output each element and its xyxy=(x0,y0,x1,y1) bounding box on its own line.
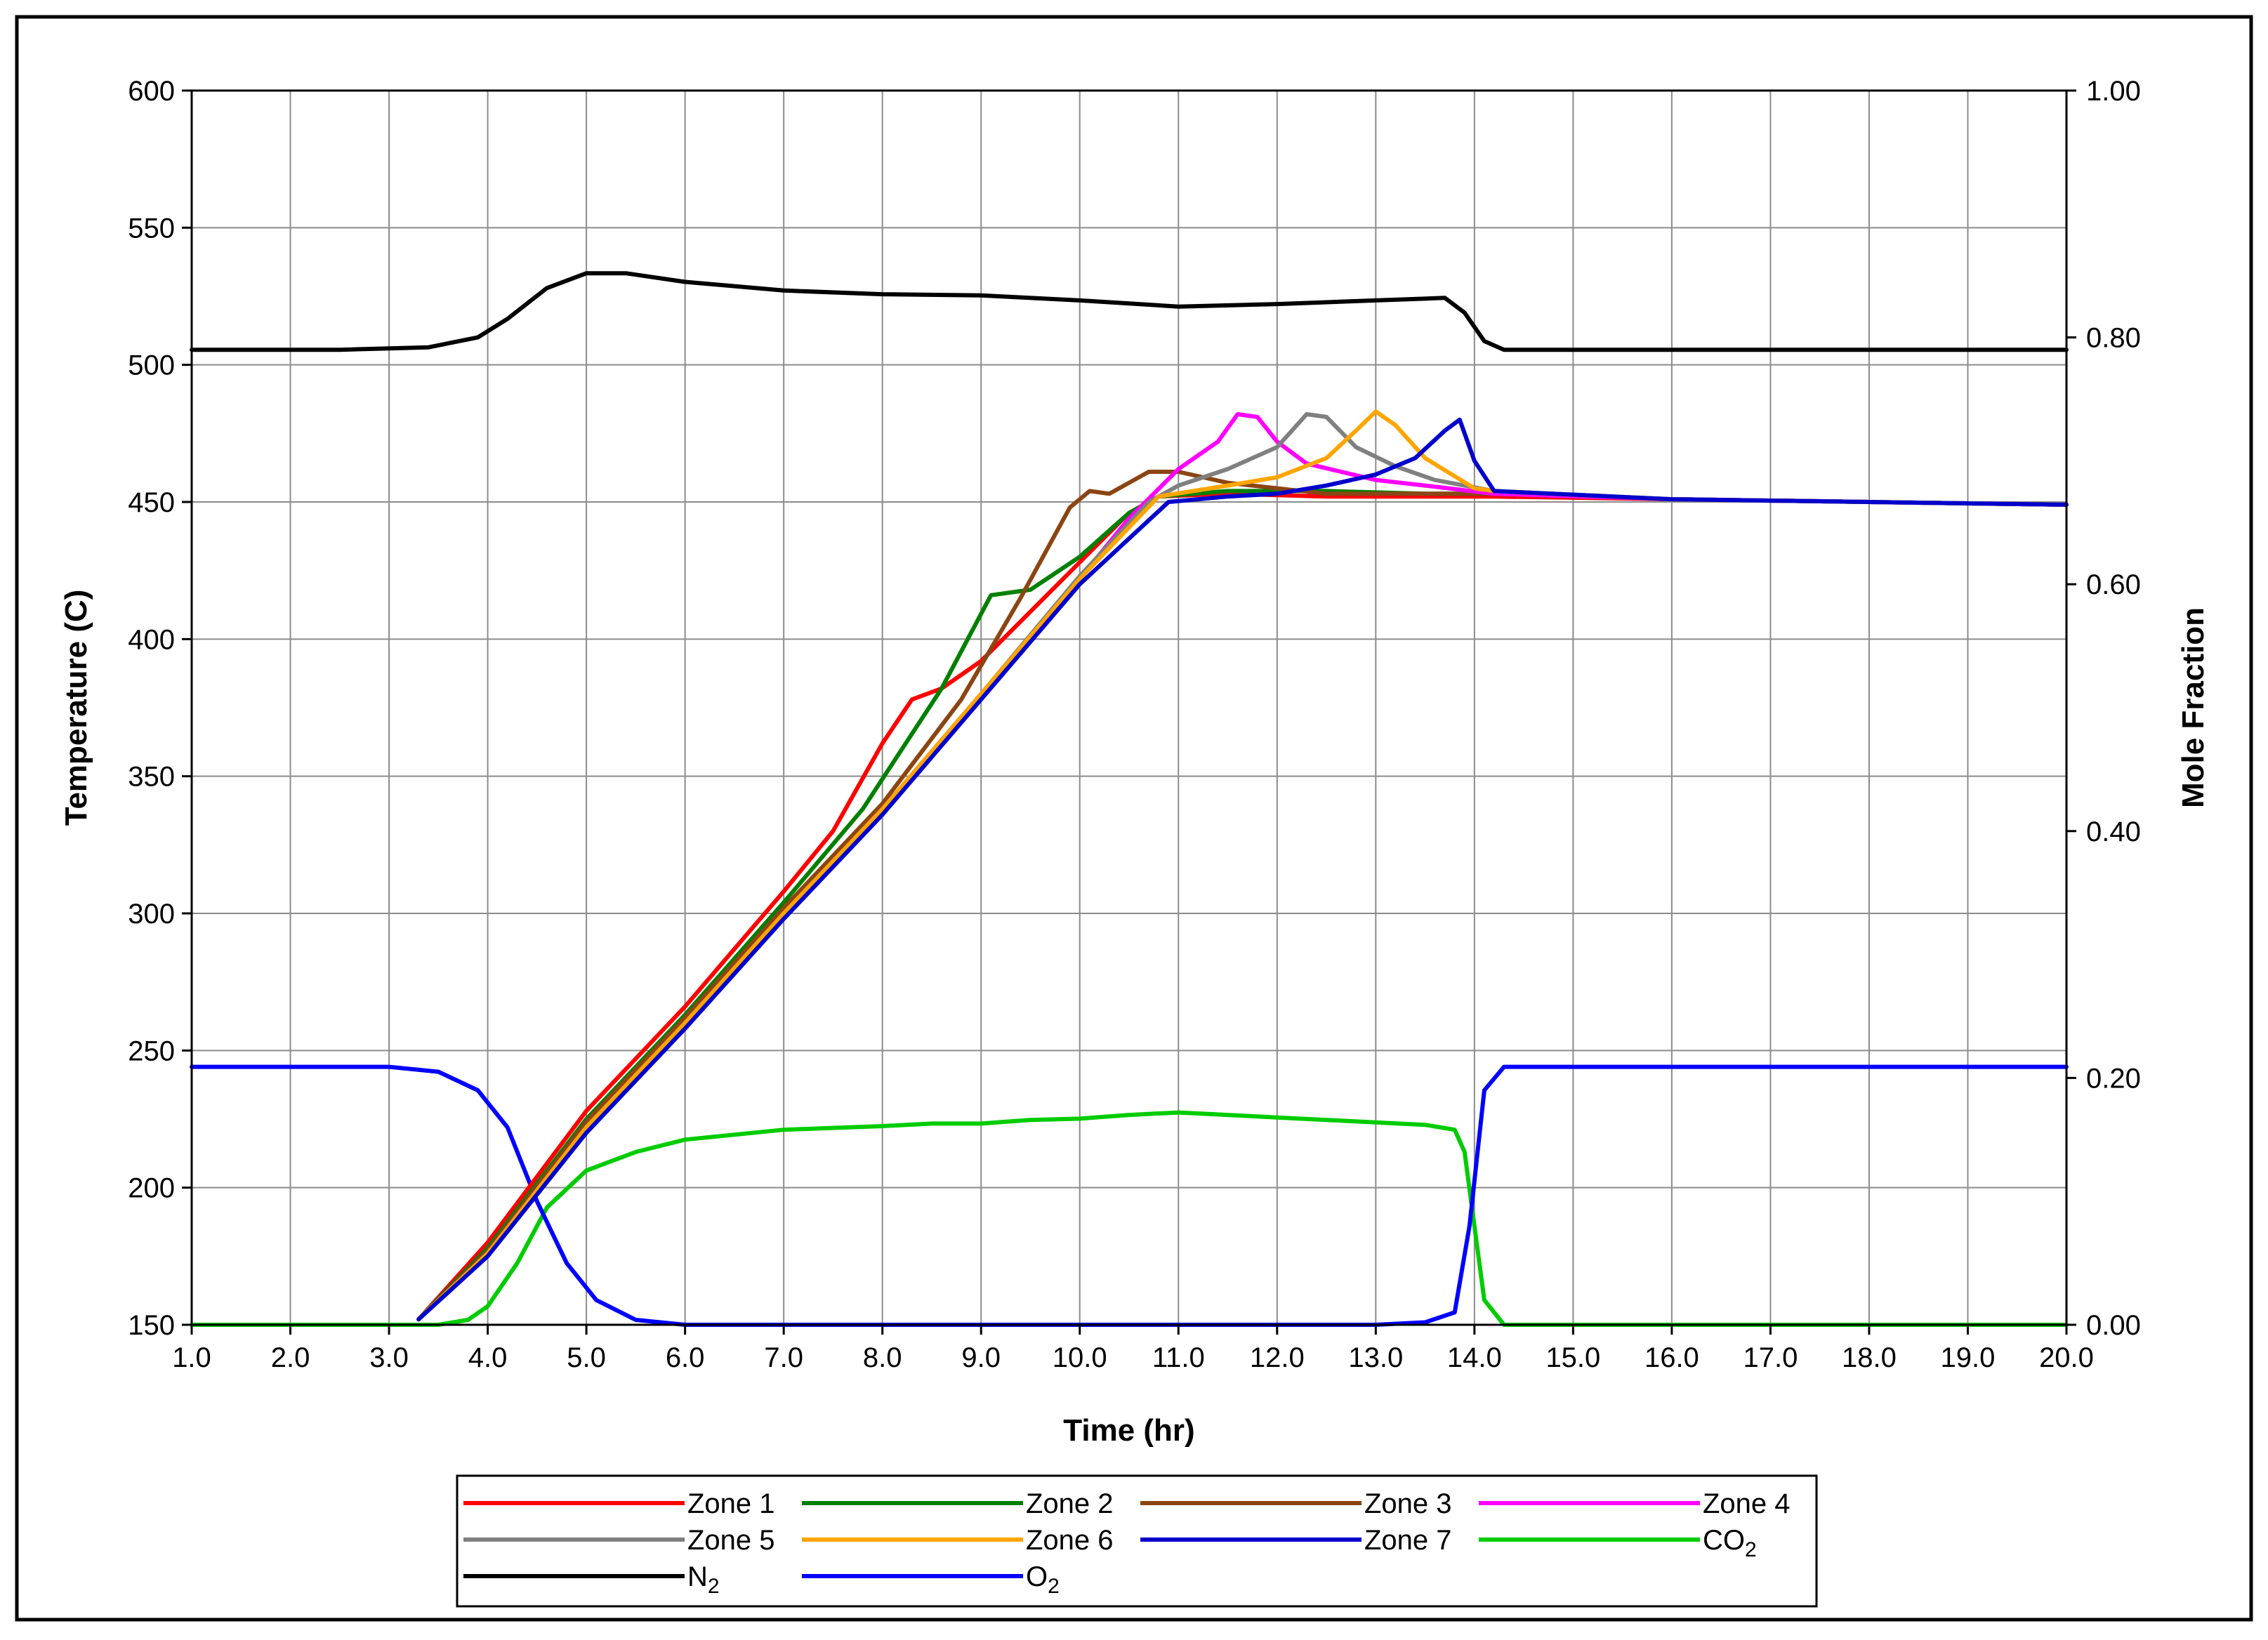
legend-label: O2 xyxy=(1026,1561,1060,1598)
y-axis-right-title: Mole Fraction xyxy=(2176,607,2210,808)
legend-label: Zone 4 xyxy=(1703,1488,1791,1519)
legend-label-text: Zone 4 xyxy=(1703,1488,1791,1519)
x-tick-label: 1.0 xyxy=(172,1342,211,1373)
x-tick-label: 8.0 xyxy=(863,1342,902,1373)
x-tick-label: 11.0 xyxy=(1152,1342,1205,1373)
series-layer xyxy=(190,271,2069,1327)
legend-label: Zone 5 xyxy=(687,1525,775,1556)
legend-label: Zone 1 xyxy=(687,1488,775,1519)
y-axis-right: 0.00 0.20 0.40 0.60 0.80 1.00 xyxy=(2066,76,2141,1341)
x-tick-label: 7.0 xyxy=(764,1342,803,1373)
x-tick-label: 18.0 xyxy=(1842,1342,1897,1373)
legend-label: Zone 6 xyxy=(1026,1525,1114,1556)
legend-label: CO2 xyxy=(1703,1525,1757,1561)
legend-label-text: Zone 3 xyxy=(1364,1488,1452,1519)
legend-label: Zone 3 xyxy=(1364,1488,1452,1519)
legend-label-subscript: 2 xyxy=(1048,1575,1060,1598)
y-left-tick-label: 150 xyxy=(128,1310,175,1341)
y-left-tick-label: 250 xyxy=(128,1036,175,1066)
x-tick-label: 10.0 xyxy=(1053,1342,1107,1373)
y-axis-left: 150 200 250 300 350 400 450 500 550 600 xyxy=(128,76,192,1341)
x-tick-label: 15.0 xyxy=(1545,1342,1600,1373)
y-left-tick-label: 600 xyxy=(128,76,175,107)
y-right-tick-label: 0.60 xyxy=(2086,569,2141,600)
x-axis-title: Time (hr) xyxy=(1063,1413,1194,1448)
legend-label-text: Zone 6 xyxy=(1026,1525,1114,1556)
legend-label-text: Zone 1 xyxy=(687,1488,775,1519)
y-axis-left-title: Temperature (C) xyxy=(59,590,93,826)
y-right-tick-label: 0.00 xyxy=(2086,1310,2141,1341)
x-tick-label: 14.0 xyxy=(1447,1342,1502,1373)
x-tick-label: 9.0 xyxy=(961,1342,1001,1373)
y-left-tick-label: 400 xyxy=(128,624,175,655)
legend-label: Zone 2 xyxy=(1026,1488,1114,1519)
y-left-tick-label: 200 xyxy=(128,1173,175,1204)
legend-label-text: Zone 2 xyxy=(1026,1488,1114,1519)
x-tick-label: 19.0 xyxy=(1941,1342,1996,1373)
x-tick-label: 3.0 xyxy=(369,1342,409,1373)
legend-label: Zone 7 xyxy=(1364,1525,1452,1556)
x-tick-label: 6.0 xyxy=(666,1342,705,1373)
legend-label-text: Zone 7 xyxy=(1364,1525,1452,1556)
legend-label-text: CO xyxy=(1703,1525,1745,1556)
series-line-o2 xyxy=(190,1064,2069,1327)
x-tick-label: 2.0 xyxy=(271,1342,310,1373)
legend-label-text: Zone 5 xyxy=(687,1525,775,1556)
grid-lines xyxy=(191,90,2067,1325)
y-left-tick-label: 500 xyxy=(128,350,175,381)
x-tick-label: 4.0 xyxy=(468,1342,508,1373)
y-right-tick-label: 0.80 xyxy=(2086,323,2141,354)
x-tick-label: 17.0 xyxy=(1743,1342,1798,1373)
legend-label-subscript: 2 xyxy=(708,1575,720,1598)
series-line-co2 xyxy=(190,1110,2069,1327)
series-line-zone-1 xyxy=(416,491,2069,1322)
y-left-tick-label: 350 xyxy=(128,762,175,793)
x-tick-label: 5.0 xyxy=(567,1342,606,1373)
legend-label-text: O xyxy=(1026,1561,1048,1592)
x-axis: 1.0 2.0 3.0 4.0 5.0 6.0 7.0 8.0 9.0 10.0 11.0 12.0 1… xyxy=(172,1325,2094,1373)
outer-frame xyxy=(15,15,2253,1622)
y-left-tick-label: 300 xyxy=(128,899,175,930)
y-right-tick-label: 0.40 xyxy=(2086,816,2141,847)
y-right-tick-label: 1.00 xyxy=(2086,76,2141,107)
x-tick-label: 13.0 xyxy=(1348,1342,1403,1373)
series-line-zone-6 xyxy=(416,409,2069,1322)
y-left-tick-label: 550 xyxy=(128,213,175,244)
legend-label-text: N xyxy=(687,1561,708,1592)
x-tick-label: 12.0 xyxy=(1250,1342,1305,1373)
plot-area-border xyxy=(190,89,2068,1326)
y-right-tick-label: 0.20 xyxy=(2086,1063,2141,1094)
y-left-tick-label: 450 xyxy=(128,487,175,518)
series-line-n2 xyxy=(190,271,2069,352)
x-tick-label: 20.0 xyxy=(2039,1342,2094,1373)
x-tick-label: 16.0 xyxy=(1644,1342,1699,1373)
series-line-zone-7 xyxy=(416,417,2069,1322)
legend-label: N2 xyxy=(687,1561,720,1598)
legend-label-subscript: 2 xyxy=(1745,1538,1757,1561)
legend: Zone 1 Zone 2 Zone 3 Zone 4 Zone 5 Zone 6 Zone… xyxy=(456,1474,1818,1608)
